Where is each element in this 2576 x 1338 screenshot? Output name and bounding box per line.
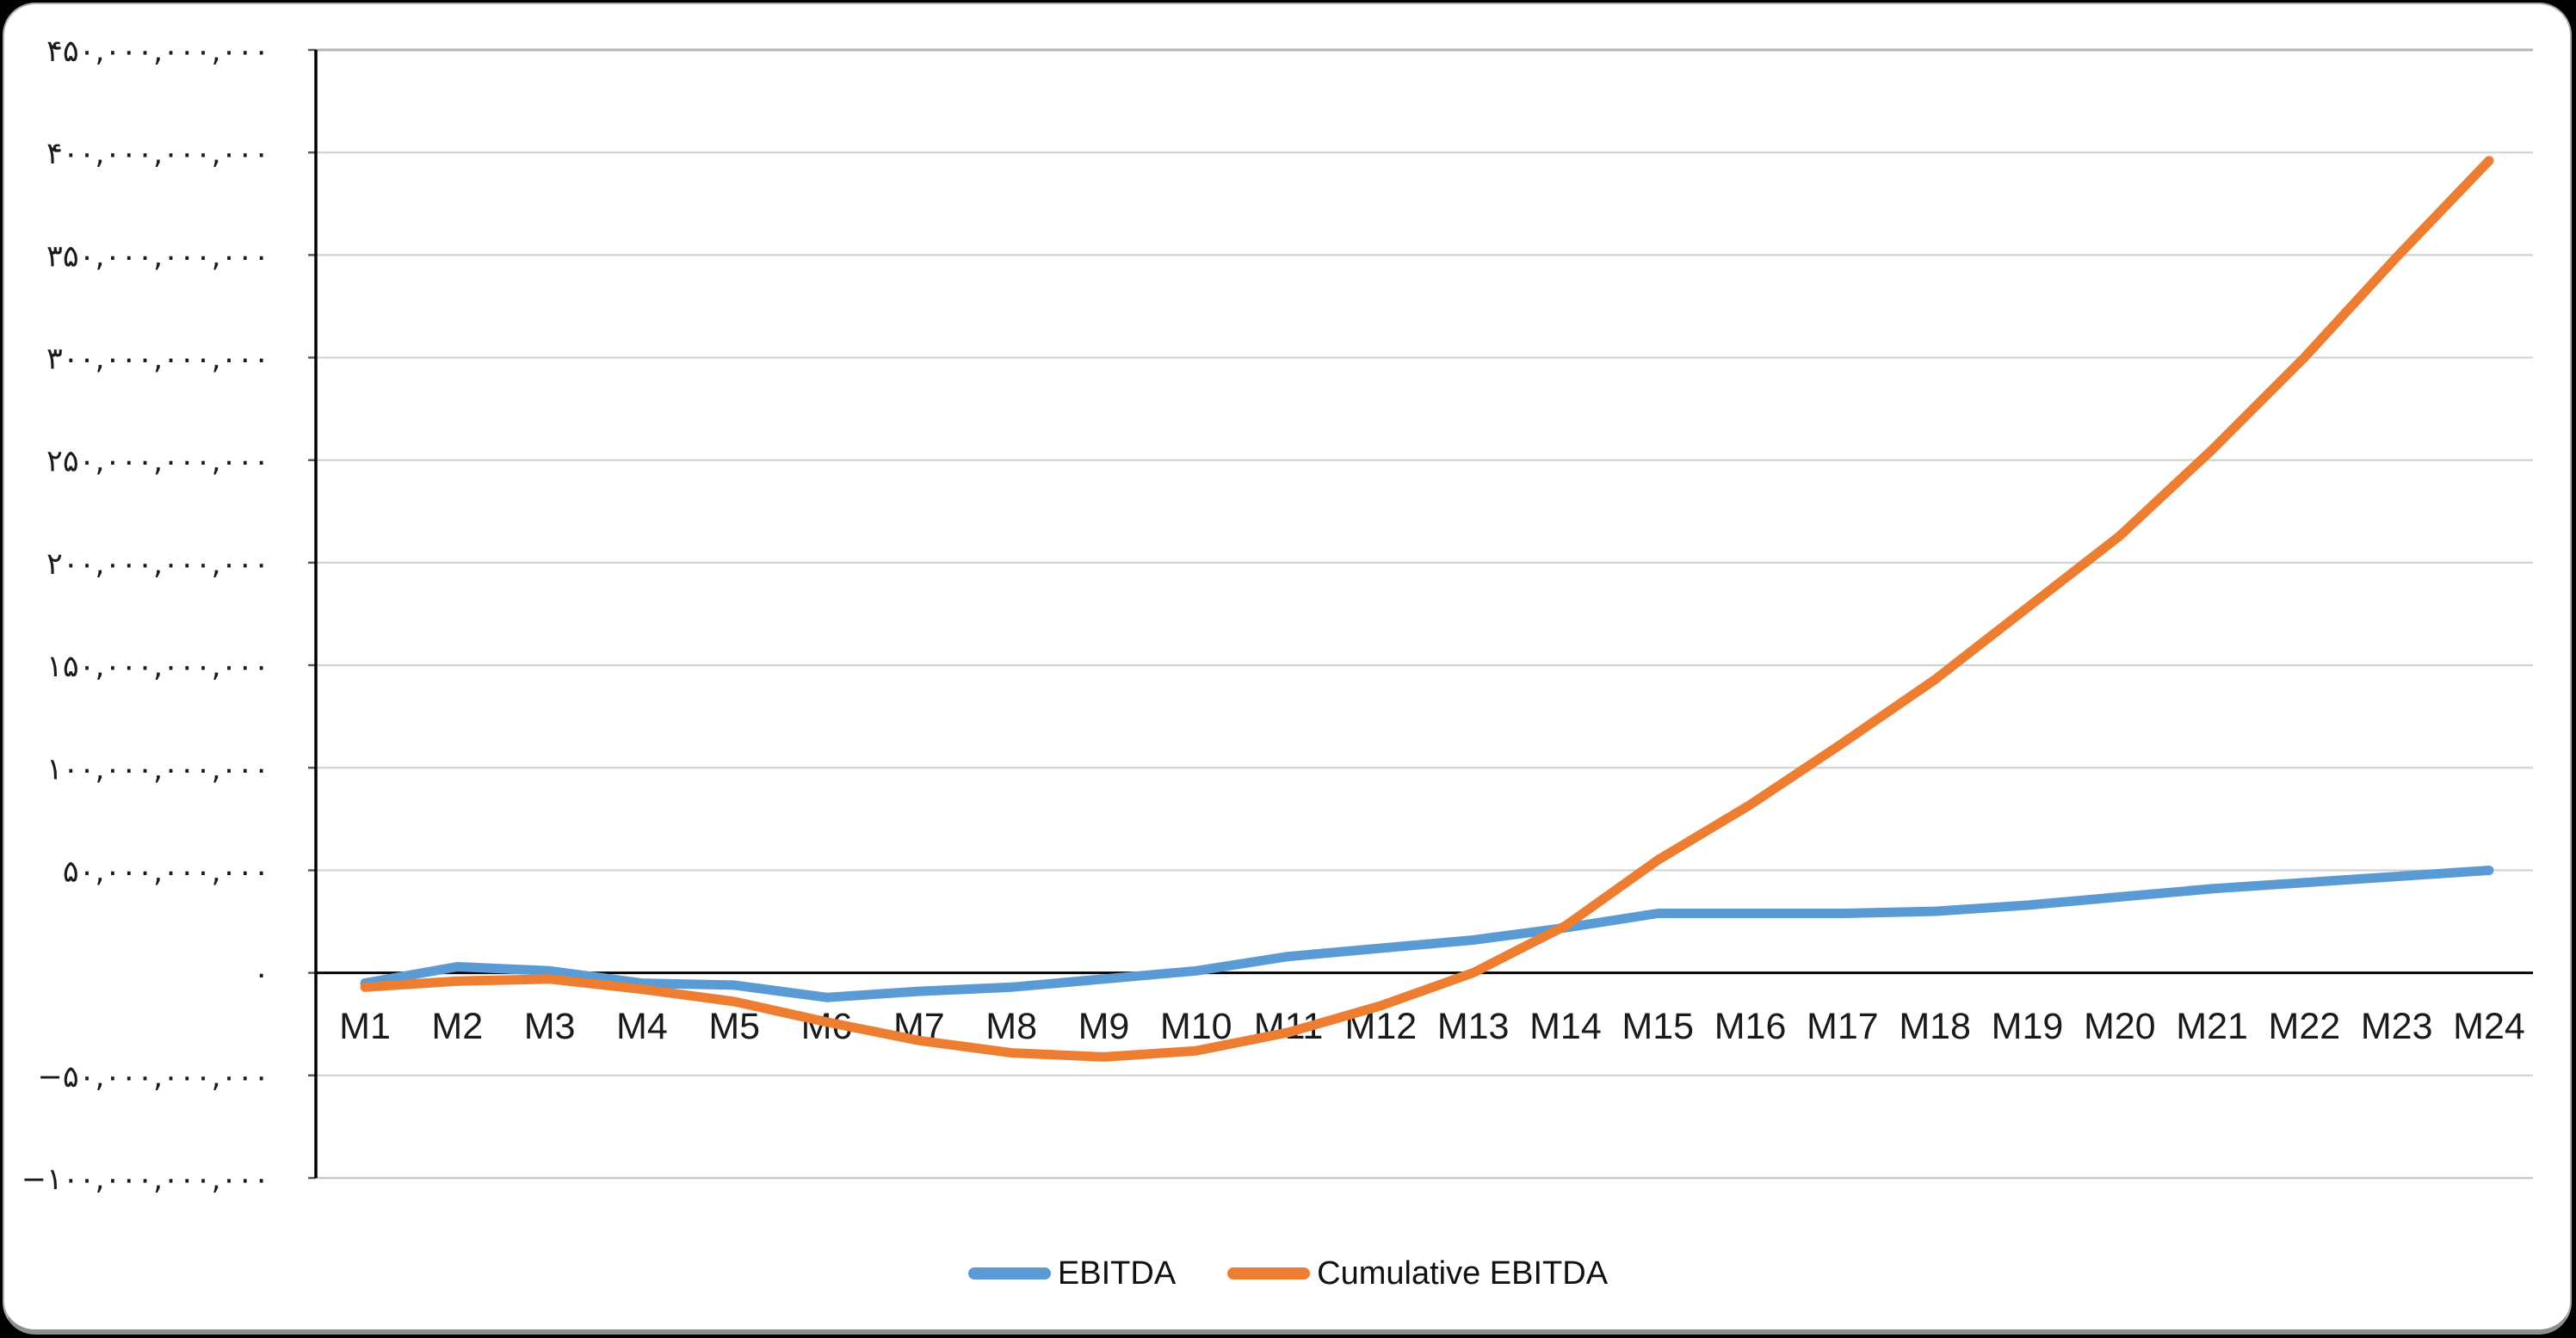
x-axis-category-label: M8 <box>985 1006 1037 1047</box>
x-axis-category-label: M1 <box>339 1006 391 1047</box>
x-axis-category-label: M10 <box>1160 1006 1232 1047</box>
x-axis-category-label: M5 <box>708 1006 760 1047</box>
x-axis-category-label: M9 <box>1078 1006 1130 1047</box>
ebitda-line <box>360 866 2494 1002</box>
y-axis-tick-label: ۲۰۰,۰۰۰,۰۰۰,۰۰۰ <box>46 547 269 582</box>
y-axis-tick-label: −۵۰,۰۰۰,۰۰۰,۰۰۰ <box>38 1060 270 1094</box>
x-axis-category-label: M20 <box>2084 1006 2156 1047</box>
cumulative-ebitda-line-swatch-icon <box>1227 1267 1311 1279</box>
x-axis-category-label: M23 <box>2361 1006 2433 1047</box>
x-axis-category-label: M18 <box>1899 1006 1971 1047</box>
x-axis-category-label: M24 <box>2453 1006 2525 1047</box>
x-axis-category-label: M19 <box>1992 1006 2064 1047</box>
x-axis-category-label: M16 <box>1714 1006 1787 1047</box>
y-axis-tick-label: ۵۰,۰۰۰,۰۰۰,۰۰۰ <box>63 854 269 889</box>
y-axis-tick-label: ۴۰۰,۰۰۰,۰۰۰,۰۰۰ <box>46 137 269 171</box>
legend-label-ebitda: EBITDA <box>1057 1255 1177 1292</box>
x-axis-category-label: M13 <box>1437 1006 1510 1047</box>
cumulative-ebitda-line <box>360 156 2494 1062</box>
chart-card <box>3 3 2572 1335</box>
x-axis-category-label: M14 <box>1529 1006 1602 1047</box>
legend-item-cumulative-ebitda: Cumulative EBITDA <box>1227 1255 1608 1292</box>
y-axis-tick-label: −۱۰۰,۰۰۰,۰۰۰,۰۰۰ <box>22 1162 269 1197</box>
x-axis-category-label: M4 <box>616 1006 668 1047</box>
y-axis-tick-label: ۲۵۰,۰۰۰,۰۰۰,۰۰۰ <box>46 445 269 479</box>
y-axis-tick-label: ۰ <box>253 958 269 992</box>
x-axis-category-label: M17 <box>1807 1006 1879 1047</box>
y-axis-tick-label: ۴۵۰,۰۰۰,۰۰۰,۰۰۰ <box>46 34 269 69</box>
y-axis-tick-label: ۳۰۰,۰۰۰,۰۰۰,۰۰۰ <box>46 342 269 377</box>
legend-item-ebitda: EBITDA <box>967 1255 1177 1292</box>
x-axis-category-label: M3 <box>524 1006 576 1047</box>
y-axis-tick-label: ۱۰۰,۰۰۰,۰۰۰,۰۰۰ <box>46 752 269 786</box>
x-axis-category-label: M21 <box>2176 1006 2248 1047</box>
y-axis-tick-label: ۱۵۰,۰۰۰,۰۰۰,۰۰۰ <box>46 650 269 684</box>
y-axis-tick-label: ۳۵۰,۰۰۰,۰۰۰,۰۰۰ <box>46 239 269 274</box>
ebitda-line-swatch-icon <box>967 1267 1051 1279</box>
x-axis-category-label: M2 <box>431 1006 483 1047</box>
x-axis-category-label: M22 <box>2269 1006 2341 1047</box>
legend-label-cumulative-ebitda: Cumulative EBITDA <box>1317 1255 1609 1292</box>
x-axis-category-label: M15 <box>1622 1006 1694 1047</box>
legend: EBITDA Cumulative EBITDA <box>0 1246 2576 1301</box>
